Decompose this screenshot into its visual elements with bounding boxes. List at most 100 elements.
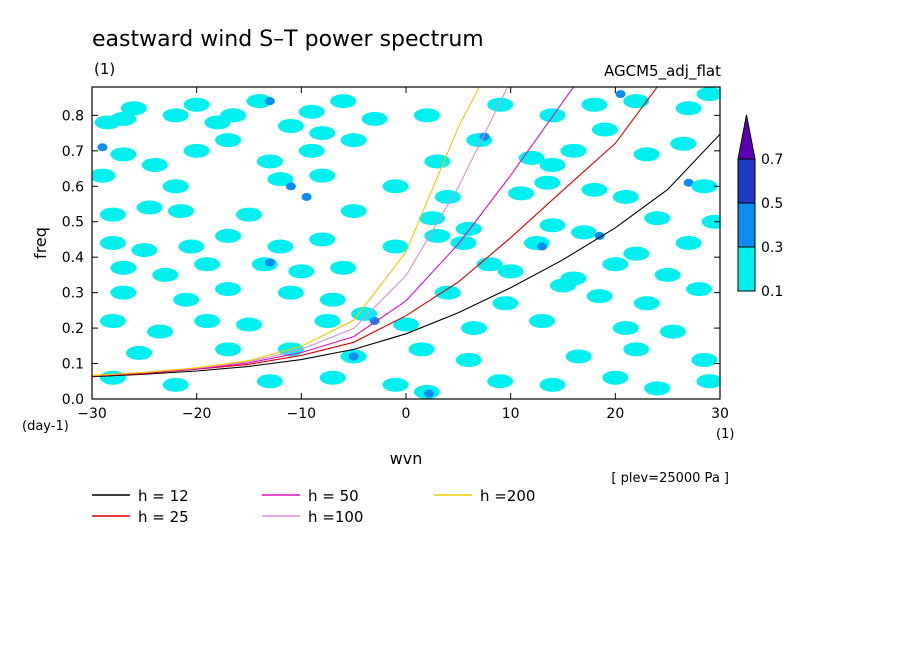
power-contour-45 [382, 179, 409, 194]
x-axis-ticks: −30 −20 −10 0 10 20 30 [77, 87, 729, 422]
power-contour-17 [487, 97, 514, 112]
power-contour-60 [455, 221, 482, 236]
power-contour-64 [644, 211, 671, 226]
power-contour-122 [691, 353, 718, 367]
x-tick-label-5: 20 [606, 406, 624, 422]
power-contour-90 [110, 285, 137, 300]
legend-label-0: h = 12 [138, 487, 189, 505]
x-tick-label-3: 0 [402, 406, 411, 422]
power-contour-33 [340, 133, 367, 148]
power-contour-40 [162, 179, 189, 194]
x-unit: (1) [716, 427, 734, 442]
power-contour-101 [99, 314, 126, 328]
colorbar-label-3: 0.7 [761, 152, 783, 168]
power-contour-134 [696, 374, 720, 389]
power-contour-133 [644, 381, 671, 396]
power-contour-104 [236, 317, 262, 332]
x-tick-label-6: 30 [711, 406, 729, 422]
power-contour-11 [309, 126, 336, 141]
power-contour-75 [537, 242, 548, 251]
experiment-label: AGCM5_adj_flat [604, 62, 721, 81]
power-contour-103 [194, 314, 221, 328]
power-contour-68 [215, 228, 242, 243]
colorbar-band-2 [737, 158, 756, 204]
power-contour-53 [701, 214, 720, 229]
power-contour-24 [591, 122, 618, 137]
power-contour-6 [220, 108, 247, 123]
power-contour-61 [539, 218, 566, 233]
power-contour-23 [696, 87, 720, 102]
power-contour-72 [424, 228, 451, 243]
power-contour-20 [615, 90, 626, 99]
power-contour-109 [461, 321, 488, 336]
power-contour-132 [602, 370, 629, 385]
power-contour-44 [309, 168, 336, 183]
legend-label-3: h =100 [308, 508, 363, 526]
colorbar-extend-arrow [737, 114, 756, 160]
power-contour-66 [131, 243, 158, 258]
power-contour-47 [508, 186, 535, 201]
power-contour-73 [450, 236, 477, 250]
power-contour-10 [298, 104, 325, 119]
power-contour-14 [413, 108, 440, 123]
power-contour-105 [314, 314, 341, 328]
colorbar-band-1 [737, 202, 756, 248]
colorbar: 0.1 0.3 0.5 0.7 [737, 114, 783, 300]
power-contour-89 [654, 267, 681, 282]
y-tick-label-7: 0.7 [62, 144, 84, 160]
power-contour-42 [285, 182, 296, 191]
power-contour-98 [586, 289, 613, 304]
power-contour-123 [99, 370, 126, 385]
legend: h = 12 h = 25 h = 50 h =100 h =200 [92, 487, 535, 526]
power-contour-62 [570, 225, 597, 240]
power-contour-31 [256, 154, 283, 169]
power-contour-120 [565, 349, 592, 364]
power-contour-67 [178, 239, 205, 254]
power-contour-18 [539, 108, 566, 123]
power-contour-125 [256, 374, 283, 389]
power-contour-46 [434, 189, 461, 204]
power-contour-131 [539, 377, 566, 392]
power-contour-63 [594, 231, 605, 240]
power-contour-88 [602, 257, 629, 272]
power-contour-117 [348, 352, 359, 361]
power-contour-69 [267, 239, 294, 254]
power-contour-121 [623, 342, 650, 357]
power-contour-37 [633, 147, 660, 162]
power-contour-95 [434, 285, 461, 300]
power-contour-19 [581, 97, 608, 112]
y-tick-label-8: 0.8 [62, 108, 84, 124]
power-contour-119 [455, 353, 482, 367]
power-contour-78 [110, 260, 137, 275]
power-contour-107 [369, 317, 380, 325]
power-contour-57 [236, 207, 262, 222]
dispersion-curves [92, 87, 720, 378]
dispersion-curve-4 [92, 87, 480, 377]
power-contour-84 [330, 260, 357, 275]
power-contour-106 [351, 306, 378, 321]
colorbar-label-2: 0.5 [761, 196, 783, 212]
title-unit: (1) [94, 60, 115, 78]
y-tick-label-1: 0.1 [62, 357, 84, 373]
power-contour-118 [408, 342, 435, 357]
power-contour-91 [173, 292, 200, 307]
legend-label-4: h =200 [480, 487, 535, 505]
power-contour-111 [612, 321, 639, 336]
legend-label-1: h = 25 [138, 508, 189, 526]
x-tick-label-2: −10 [287, 406, 317, 422]
power-contour-96 [492, 296, 519, 311]
power-contour-127 [382, 377, 409, 392]
power-contour-100 [686, 282, 713, 297]
power-contour-56 [167, 204, 194, 219]
power-contour-38 [670, 136, 697, 151]
power-contours [92, 87, 720, 399]
colorbar-label-0: 0.1 [761, 284, 783, 300]
power-contour-28 [141, 158, 168, 172]
power-contour-1 [110, 111, 137, 126]
power-contour-51 [683, 178, 694, 187]
power-contour-9 [277, 119, 304, 133]
power-contour-21 [623, 94, 650, 109]
power-contour-94 [319, 292, 346, 307]
y-axis-ticks: 0.0 0.1 0.2 0.3 0.4 0.5 0.6 0.7 0.8 [62, 108, 720, 408]
power-contour-27 [110, 147, 137, 162]
